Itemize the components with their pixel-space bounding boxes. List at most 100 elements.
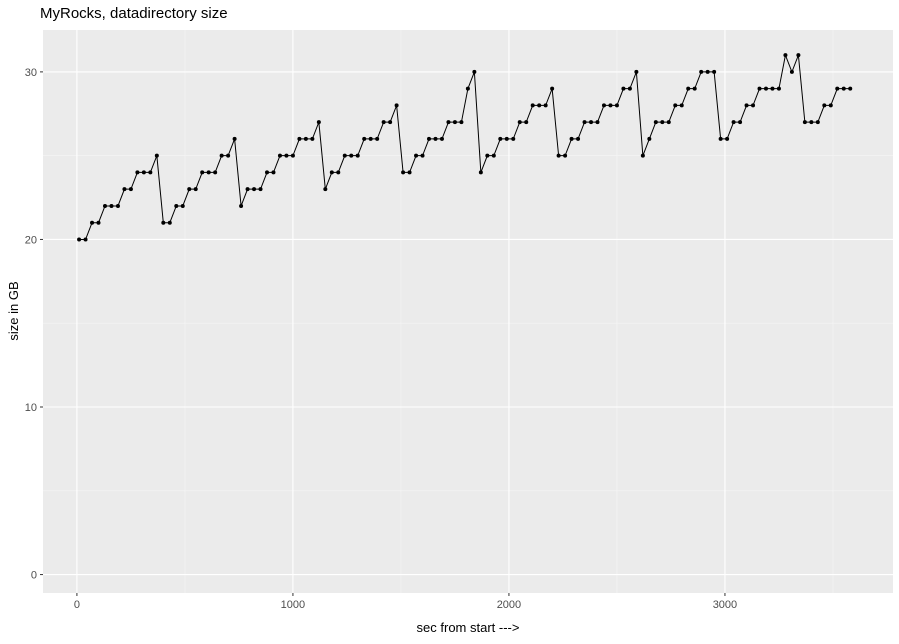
point <box>265 170 270 175</box>
point <box>530 103 535 108</box>
point <box>621 86 626 91</box>
point <box>414 153 419 158</box>
point <box>712 69 717 74</box>
point <box>757 86 762 91</box>
point <box>323 187 328 192</box>
point <box>277 153 282 158</box>
point <box>420 153 425 158</box>
point <box>200 170 205 175</box>
point <box>576 136 581 141</box>
point <box>504 136 509 141</box>
point <box>459 120 464 125</box>
point <box>822 103 827 108</box>
point <box>653 120 658 125</box>
point <box>161 220 166 225</box>
point <box>329 170 334 175</box>
point <box>478 170 483 175</box>
point <box>239 203 244 208</box>
point <box>128 187 133 192</box>
point <box>102 203 107 208</box>
point <box>213 170 218 175</box>
point <box>187 187 192 192</box>
point <box>640 153 645 158</box>
point <box>692 86 697 91</box>
point <box>252 187 257 192</box>
point <box>686 86 691 91</box>
point <box>731 120 736 125</box>
x-tick-label: 0 <box>74 599 80 611</box>
point <box>96 220 101 225</box>
point <box>815 120 820 125</box>
point <box>362 136 367 141</box>
point <box>569 136 574 141</box>
point <box>232 136 237 141</box>
point <box>537 103 542 108</box>
point <box>316 120 321 125</box>
point <box>783 53 788 58</box>
point <box>154 153 159 158</box>
point <box>543 103 548 108</box>
point <box>841 86 846 91</box>
point <box>109 203 114 208</box>
point <box>673 103 678 108</box>
point <box>226 153 231 158</box>
point <box>407 170 412 175</box>
point <box>589 120 594 125</box>
point <box>802 120 807 125</box>
point <box>601 103 606 108</box>
point <box>115 203 120 208</box>
point <box>310 136 315 141</box>
point <box>439 136 444 141</box>
point <box>634 69 639 74</box>
point <box>763 86 768 91</box>
point <box>122 187 127 192</box>
point <box>614 103 619 108</box>
y-tick-label: 30 <box>25 67 37 79</box>
point <box>375 136 380 141</box>
y-tick-label: 0 <box>31 570 37 582</box>
point <box>809 120 814 125</box>
point <box>517 120 522 125</box>
point <box>433 136 438 141</box>
point <box>848 86 853 91</box>
point <box>699 69 704 74</box>
point <box>297 136 302 141</box>
point <box>582 120 587 125</box>
point <box>452 120 457 125</box>
point <box>705 69 710 74</box>
point <box>427 136 432 141</box>
point <box>491 153 496 158</box>
point <box>206 170 211 175</box>
point <box>498 136 503 141</box>
point <box>738 120 743 125</box>
point <box>835 86 840 91</box>
point <box>660 120 665 125</box>
point <box>271 170 276 175</box>
point <box>77 237 82 242</box>
point <box>666 120 671 125</box>
point <box>751 103 756 108</box>
point <box>219 153 224 158</box>
point <box>718 136 723 141</box>
y-axis-label: size in GB <box>6 281 21 340</box>
point <box>388 120 393 125</box>
x-tick-label: 1000 <box>281 599 305 611</box>
point <box>336 170 341 175</box>
point <box>770 86 775 91</box>
point <box>524 120 529 125</box>
point <box>647 136 652 141</box>
point <box>595 120 600 125</box>
point <box>284 153 289 158</box>
point <box>174 203 179 208</box>
point <box>556 153 561 158</box>
point <box>141 170 146 175</box>
point <box>90 220 95 225</box>
x-axis-label: sec from start ---> <box>417 620 520 635</box>
x-tick-label: 2000 <box>497 599 521 611</box>
point <box>258 187 263 192</box>
point <box>796 53 801 58</box>
point <box>290 153 295 158</box>
point <box>550 86 555 91</box>
